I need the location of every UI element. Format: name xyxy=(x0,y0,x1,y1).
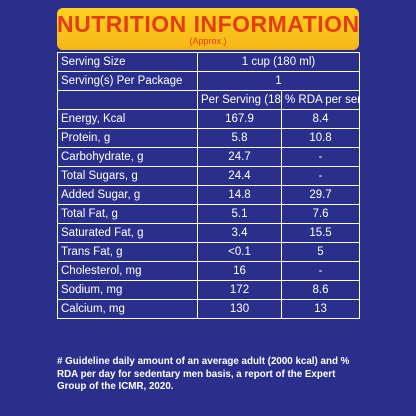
rda-value: - xyxy=(280,261,361,281)
nutrition-table: Serving Size 1 cup (180 ml) Serving(s) P… xyxy=(57,52,361,319)
per-serving-value: 24.7 xyxy=(197,147,282,167)
nutrient-label: Total Sugars, g xyxy=(57,166,198,186)
rda-value: 7.6 xyxy=(280,204,361,224)
per-serving-value: 3.4 xyxy=(197,223,282,243)
nutrient-label: Saturated Fat, g xyxy=(57,223,198,243)
per-serving-value: 130 xyxy=(197,299,282,319)
table-row: Cholesterol, mg 16 - xyxy=(57,261,361,281)
nutrient-label: Trans Fat, g xyxy=(57,242,198,262)
table-row: Protein, g 5.8 10.8 xyxy=(57,128,361,148)
per-serving-value: 167.9 xyxy=(197,109,282,129)
subtitle: (Approx.) xyxy=(189,36,227,46)
per-serving-value: 14.8 xyxy=(197,185,282,205)
per-serving-value: 5.1 xyxy=(197,204,282,224)
column-header-rda: % RDA per serving# xyxy=(280,90,361,110)
per-serving-value: 172 xyxy=(197,280,282,300)
serving-size-row: Serving Size 1 cup (180 ml) xyxy=(57,52,361,72)
rda-value: 29.7 xyxy=(280,185,361,205)
title: NUTRITION INFORMATION xyxy=(57,11,360,37)
table-row: Added Sugar, g 14.8 29.7 xyxy=(57,185,361,205)
column-header-row: Per Serving (180 ml) % RDA per serving# xyxy=(57,90,361,110)
nutrient-label: Calcium, mg xyxy=(57,299,198,319)
servings-per-package-value: 1 xyxy=(196,71,361,91)
rda-value: 13 xyxy=(280,299,361,319)
servings-per-package-label: Serving(s) Per Package xyxy=(57,71,198,91)
table-row: Sodium, mg 172 8.6 xyxy=(57,280,361,300)
rda-value: 8.6 xyxy=(280,280,361,300)
nutrient-label: Protein, g xyxy=(57,128,198,148)
nutrient-label: Cholesterol, mg xyxy=(57,261,198,281)
nutrient-label: Energy, Kcal xyxy=(57,109,198,129)
per-serving-value: <0.1 xyxy=(197,242,282,262)
table-row: Total Fat, g 5.1 7.6 xyxy=(57,204,361,224)
serving-size-label: Serving Size xyxy=(57,52,198,72)
rda-value: 10.8 xyxy=(280,128,361,148)
rda-value: 5 xyxy=(280,242,361,262)
column-header-blank xyxy=(57,90,198,110)
serving-size-value: 1 cup (180 ml) xyxy=(196,52,361,72)
table-row: Saturated Fat, g 3.4 15.5 xyxy=(57,223,361,243)
rda-value: 8.4 xyxy=(280,109,361,129)
servings-per-package-row: Serving(s) Per Package 1 xyxy=(57,71,361,91)
table-row: Calcium, mg 130 13 xyxy=(57,299,361,319)
per-serving-value: 24.4 xyxy=(197,166,282,186)
nutrient-label: Added Sugar, g xyxy=(57,185,198,205)
table-row: Total Sugars, g 24.4 - xyxy=(57,166,361,186)
column-header-per-serving: Per Serving (180 ml) xyxy=(197,90,282,110)
nutrient-label: Carbohydrate, g xyxy=(57,147,198,167)
rda-value: - xyxy=(280,147,361,167)
title-banner: NUTRITION INFORMATION (Approx.) xyxy=(57,8,359,50)
nutrient-label: Total Fat, g xyxy=(57,204,198,224)
table-row: Trans Fat, g <0.1 5 xyxy=(57,242,361,262)
table-row: Energy, Kcal 167.9 8.4 xyxy=(57,109,361,129)
rda-value: - xyxy=(280,166,361,186)
footnote: # Guideline daily amount of an average a… xyxy=(57,356,350,393)
per-serving-value: 5.8 xyxy=(197,128,282,148)
nutrient-label: Sodium, mg xyxy=(57,280,198,300)
rda-value: 15.5 xyxy=(280,223,361,243)
per-serving-value: 16 xyxy=(197,261,282,281)
table-row: Carbohydrate, g 24.7 - xyxy=(57,147,361,167)
